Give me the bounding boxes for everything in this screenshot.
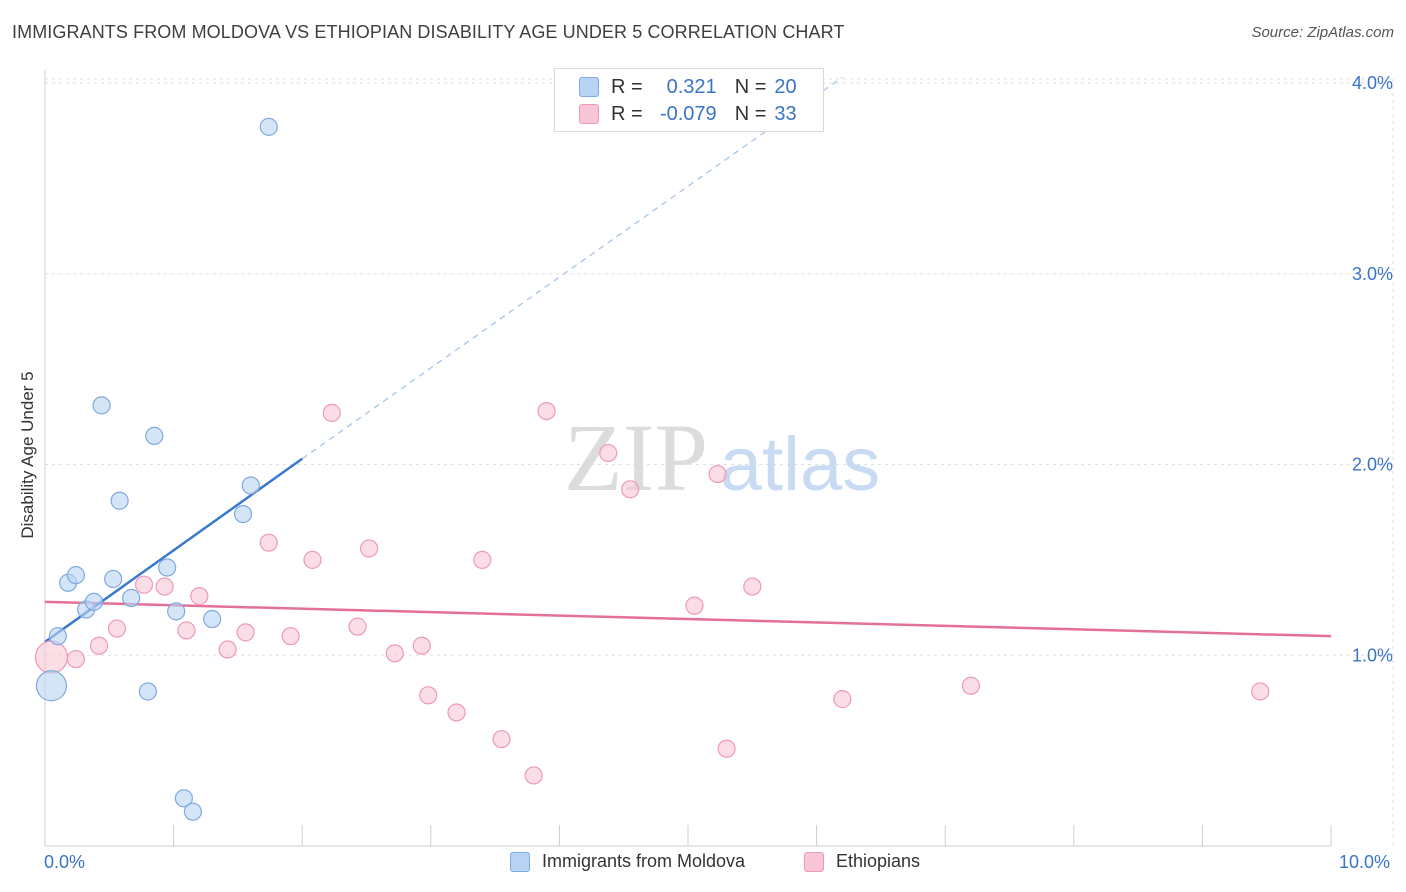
ethiopians-point	[621, 480, 640, 499]
ethiopians-point	[177, 621, 196, 640]
ethiopians-swatch	[579, 104, 599, 124]
ethiopians-point	[303, 550, 322, 569]
n-value: 20	[774, 75, 797, 98]
n-label: N =	[734, 75, 767, 98]
legend-item-ethiopians[interactable]: Ethiopians	[804, 851, 920, 872]
ethiopians-point	[236, 623, 255, 642]
y-tick-label: 2.0%	[1352, 455, 1393, 475]
ethiopians-point	[492, 730, 511, 749]
moldova-point	[167, 602, 186, 621]
legend-label: Immigrants from Moldova	[542, 851, 746, 871]
ethiopians-point	[190, 587, 209, 606]
ethiopians-swatch	[804, 851, 824, 872]
ethiopians-point	[961, 676, 981, 695]
data-points	[34, 117, 1270, 821]
stats-row-ethiopians: R = -0.079 N = 33	[579, 101, 797, 127]
moldova-swatch	[510, 851, 530, 872]
moldova-swatch	[579, 77, 599, 97]
ethiopians-point	[89, 636, 109, 655]
moldova-point	[158, 558, 177, 577]
moldova-point	[35, 670, 68, 702]
series-legend: Immigrants from Moldova Ethiopians	[0, 851, 1406, 879]
ethiopians-point	[218, 640, 237, 659]
watermark-atlas: atlas	[720, 422, 881, 507]
ethiopians-point	[66, 649, 85, 669]
axes	[44, 70, 1332, 847]
ethiopians-point	[385, 644, 404, 663]
moldova-point	[138, 682, 157, 701]
ethiopians-point	[259, 533, 278, 552]
ethiopians-point	[743, 577, 762, 596]
r-label: R =	[611, 102, 643, 125]
y-tick-label: 4.0%	[1352, 73, 1393, 93]
ethiopians-point	[473, 550, 492, 569]
moldova-point	[92, 396, 111, 415]
moldova-point	[174, 789, 193, 808]
r-value: 0.321	[666, 75, 717, 98]
moldova-point	[66, 566, 85, 585]
ethiopians-point	[833, 690, 852, 709]
n-label: N =	[734, 102, 767, 125]
moldova-point	[84, 592, 103, 611]
ethiopians-point	[1251, 682, 1270, 701]
moldova-point	[183, 802, 202, 821]
moldova-point	[203, 609, 222, 629]
moldova-point	[48, 627, 67, 646]
ethiopians-point	[34, 640, 69, 674]
ethiopians-point	[359, 539, 379, 558]
ethiopians-point	[447, 703, 466, 722]
r-label: R =	[611, 75, 643, 98]
y-tick-labels: 1.0% 2.0% 3.0% 4.0%	[1352, 73, 1393, 665]
ethiopians-trend-line	[44, 600, 1332, 638]
x-tick-label-min: 0.0%	[44, 852, 86, 872]
moldova-point	[145, 426, 164, 445]
ethiopians-point	[348, 617, 367, 636]
moldova-point	[259, 117, 278, 136]
ethiopians-point	[599, 443, 618, 463]
moldova-point	[122, 588, 141, 608]
y-tick-label: 3.0%	[1352, 264, 1393, 284]
y-tick-label: 1.0%	[1352, 645, 1393, 665]
stats-row-moldova: R = 0.321 N = 20	[579, 74, 797, 100]
watermark: ZIP atlas	[564, 404, 880, 511]
moldova-point	[110, 491, 129, 510]
moldova-point	[241, 476, 260, 495]
trend-lines	[44, 76, 1332, 643]
x-tick-label-max: 10.0%	[1339, 852, 1391, 872]
moldova-trend-extension	[301, 76, 843, 460]
r-value: -0.079	[659, 102, 717, 125]
ethiopians-point	[685, 596, 704, 615]
moldova-point	[104, 569, 123, 589]
ethiopians-point	[322, 403, 341, 423]
source-label: Source: ZipAtlas.com	[1251, 24, 1394, 41]
moldova-point	[233, 504, 253, 524]
chart-title: IMMIGRANTS FROM MOLDOVA VS ETHIOPIAN DIS…	[12, 22, 845, 42]
ethiopians-point	[419, 686, 438, 705]
ethiopians-point	[524, 766, 543, 785]
legend-label: Ethiopians	[836, 851, 921, 871]
ethiopians-point	[537, 401, 556, 421]
ethiopians-point	[708, 464, 727, 484]
ethiopians-point	[155, 577, 174, 596]
ethiopians-point	[717, 739, 736, 758]
legend-item-moldova[interactable]: Immigrants from Moldova	[510, 851, 745, 872]
ethiopians-point	[107, 619, 127, 638]
n-value: 33	[774, 102, 797, 125]
ethiopians-point	[412, 636, 431, 655]
stats-legend: R = 0.321 N = 20 R = -0.079 N = 33	[554, 68, 824, 132]
ethiopians-point	[281, 627, 300, 646]
ethiopians-point	[134, 575, 154, 594]
